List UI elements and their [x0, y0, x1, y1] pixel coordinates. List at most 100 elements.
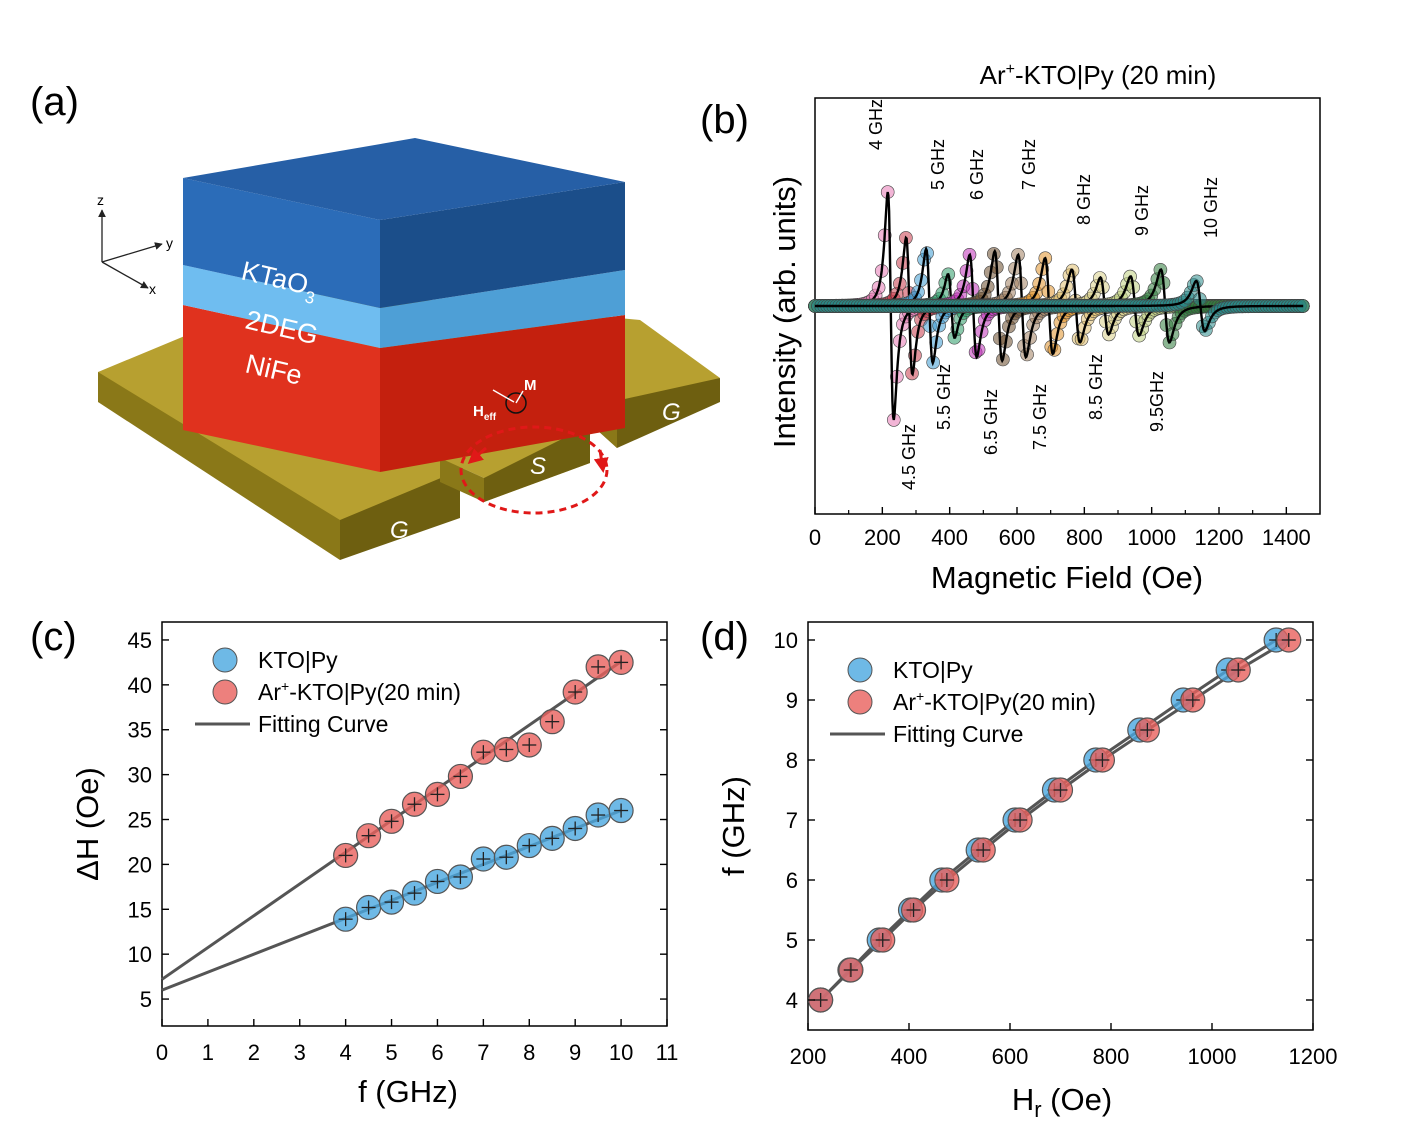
x-tick-label-b: 800 [1066, 525, 1103, 550]
layer-kto-subscript: 3 [303, 287, 317, 308]
panel-label-c: (c) [30, 615, 77, 659]
x-tick-label-b: 0 [809, 525, 821, 550]
annotation-bottom: 6.5 GHz [981, 389, 1001, 455]
heff-arrow [492, 389, 515, 403]
x-tick-label: 11 [656, 1040, 679, 1065]
annotation-top: 9 GHz [1132, 185, 1152, 236]
y-tick-label: 20 [128, 852, 152, 877]
legend-c-marker-ar [212, 679, 238, 705]
chart-c-frame [161, 621, 668, 1027]
annotation-bottom: 5.5 GHz [934, 364, 954, 430]
series-KTO|Py [333, 797, 634, 932]
panel-label-a: (a) [30, 80, 79, 124]
chart-c-ylabel: ΔH (Oe) [70, 767, 105, 881]
y-tick-label: 15 [128, 897, 152, 922]
x-tick-label: 600 [992, 1044, 1029, 1069]
x-tick-label-b: 1200 [1195, 525, 1244, 550]
m-arrow [515, 390, 524, 404]
spectrum-10ghz [808, 274, 1310, 337]
fit-line-10ghz [815, 279, 1304, 333]
x-tick-label: 9 [569, 1040, 581, 1065]
x-tick-label: 8 [523, 1040, 535, 1065]
x-tick-label-b: 400 [931, 525, 968, 550]
chart-d-ylabel: f (GHz) [716, 776, 751, 876]
y-tick-label: 6 [786, 868, 798, 893]
precession-circle [505, 392, 527, 414]
y-tick-label: 40 [128, 673, 152, 698]
series-Ar+-KTO|Py(20 min) [808, 627, 1302, 1013]
legend-c-fit: Fitting Curve [258, 711, 388, 737]
chart-b-xlabel: Magnetic Field (Oe) [931, 560, 1203, 595]
x-tick-label: 10 [609, 1040, 633, 1065]
x-tick-label: 1200 [1289, 1044, 1338, 1069]
chart-c-xlabel: f (GHz) [358, 1074, 458, 1109]
x-tick-label: 4 [340, 1040, 352, 1065]
legend-d-marker-ar [847, 689, 873, 715]
x-tick-label-b: 200 [864, 525, 901, 550]
y-tick-label: 10 [128, 942, 152, 967]
x-tick-label: 5 [385, 1040, 397, 1065]
x-tick-label-b: 1400 [1262, 525, 1311, 550]
axis-x-label: x [149, 281, 156, 297]
legend-d-fit: Fitting Curve [893, 721, 1023, 747]
legend-d-marker-kto [847, 657, 873, 683]
y-tick-label: 8 [786, 748, 798, 773]
chart-c-legend: KTO|Py Ar+-KTO|Py(20 min) Fitting Curve [195, 647, 461, 737]
rf-arrow-right [593, 449, 609, 473]
kto-top-face [183, 138, 625, 220]
y-tick-label: 35 [128, 718, 152, 743]
panel-d-chart: (d) 200 400 600 800 1000 1200 4 5 6 7 8 9 10 Hr (Oe)… [700, 615, 1337, 1122]
y-tick-label: 7 [786, 808, 798, 833]
panel-a-schematic: (a) KTaO3 2DEG NiFe G S G [30, 80, 720, 560]
x-tick-label: 7 [477, 1040, 489, 1065]
annotation-top: 5 GHz [928, 139, 948, 190]
annotation-top: 7 GHz [1019, 139, 1039, 190]
annotation-bottom: 7.5 GHz [1030, 384, 1050, 450]
annotation-top: 8 GHz [1074, 174, 1094, 225]
x-tick-label: 400 [891, 1044, 928, 1069]
x-tick-label: 1 [202, 1040, 214, 1065]
rf-arrow-left [467, 446, 487, 464]
panel-label-d: (d) [700, 615, 749, 659]
panel-b-chart: (b) Ar+-KTO|Py (20 min) 0 200 400 600 800 100… [700, 60, 1321, 595]
annotation-top: 10 GHz [1201, 177, 1221, 238]
x-tick-label: 3 [294, 1040, 306, 1065]
h-subscript: eff [484, 412, 497, 423]
y-tick-label: 9 [786, 688, 798, 713]
x-tick-label: 0 [156, 1040, 168, 1065]
chart-d-frame [807, 621, 1314, 1031]
annotation-top: 4 GHz [866, 99, 886, 150]
y-tick-label: 5 [786, 928, 798, 953]
y-tick-label: 4 [786, 988, 798, 1013]
m-label: M [524, 377, 537, 394]
legend-c-ar: Ar+-KTO|Py(20 min) [258, 678, 461, 705]
y-tick-label: 10 [774, 628, 798, 653]
legend-d-kto: KTO|Py [893, 657, 973, 683]
x-tick-label: 1000 [1188, 1044, 1237, 1069]
electrode-g-left: G [390, 517, 409, 544]
x-tick-label-b: 1000 [1127, 525, 1176, 550]
y-tick-label: 5 [140, 987, 152, 1012]
chart-b-spectra [808, 185, 1310, 427]
x-tick-label: 800 [1093, 1044, 1130, 1069]
annotation-bottom: 4.5 GHz [899, 424, 919, 490]
x-tick-label-b: 600 [999, 525, 1036, 550]
y-tick-label: 30 [128, 763, 152, 788]
axis-y-label: y [166, 235, 173, 251]
chart-d-xlabel: Hr (Oe) [1012, 1082, 1112, 1122]
coordinate-axes [98, 209, 163, 289]
annotation-bottom: 9.5GHz [1147, 371, 1167, 432]
svg-text:Heff: Heff [473, 403, 497, 423]
electrode-s: S [530, 453, 546, 480]
y-tick-label: 25 [128, 808, 152, 833]
h-label: H [473, 403, 484, 420]
legend-d-ar: Ar+-KTO|Py(20 min) [893, 688, 1096, 715]
chart-b-title: Ar+-KTO|Py (20 min) [980, 60, 1217, 90]
chart-b-ylabel: Intensity (arb. units) [767, 176, 802, 448]
annotation-bottom: 8.5 GHz [1086, 354, 1106, 420]
panel-label-b: (b) [700, 98, 749, 142]
kto-front-face [183, 178, 380, 308]
y-tick-label: 45 [128, 628, 152, 653]
